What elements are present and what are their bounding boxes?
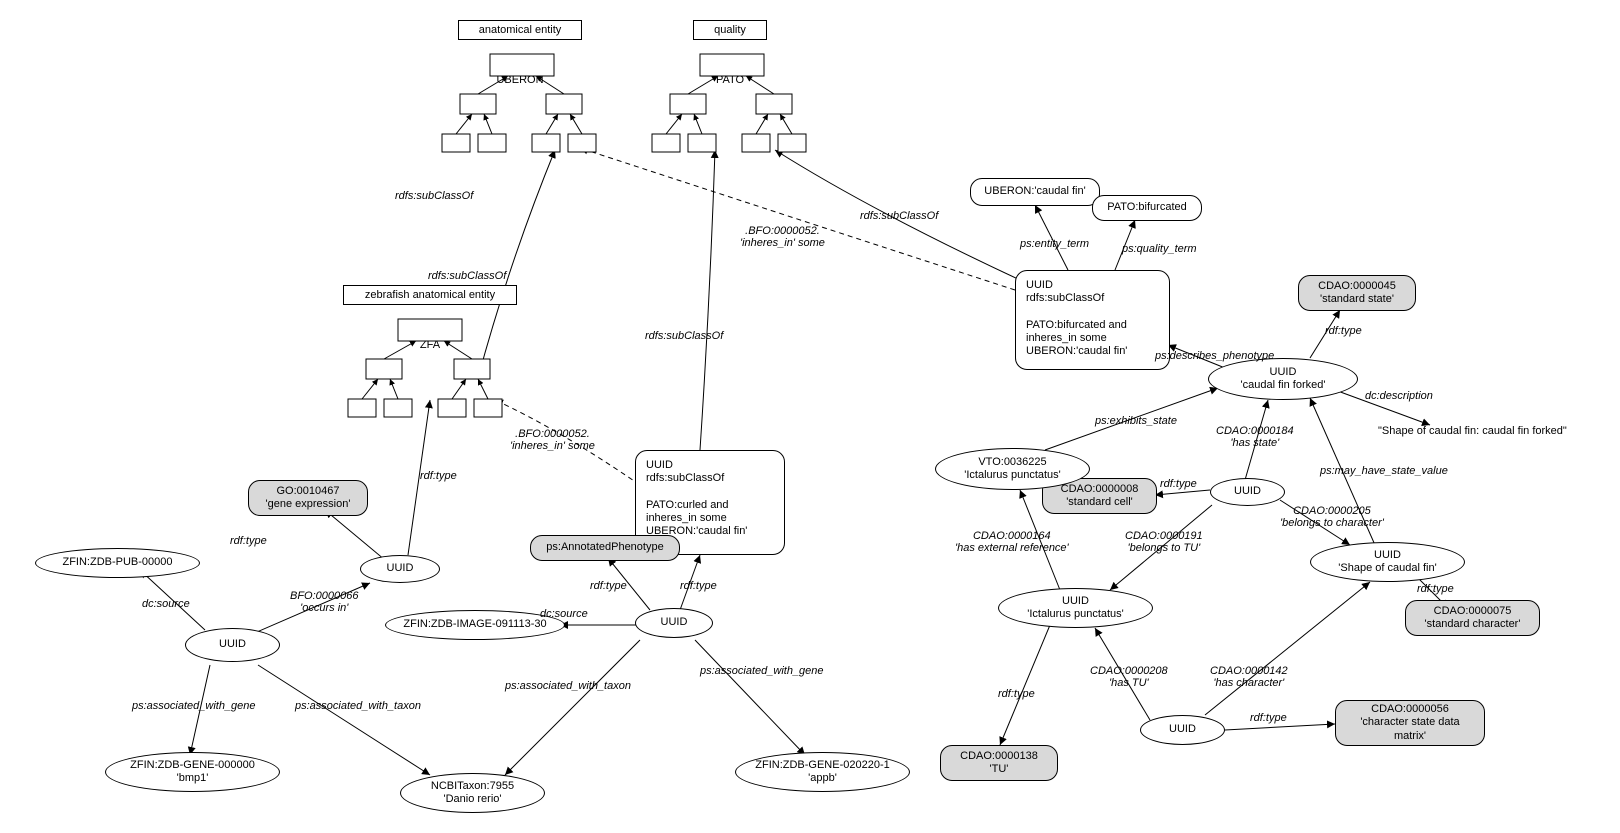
lbl-may-have-state: ps:may_have_state_value xyxy=(1320,465,1448,477)
lbl-assoc-taxon-c: ps:associated_with_taxon xyxy=(505,680,631,692)
lbl-assoc-gene-l: ps:associated_with_gene xyxy=(132,700,256,712)
lbl-rdf-type-zfa: rdf:type xyxy=(420,470,457,482)
node-annotated-phenotype: ps:AnnotatedPhenotype xyxy=(530,535,680,561)
tree-zfa: zebrafish anatomical entity ZFA xyxy=(330,285,530,421)
lbl-has-ext-ref: CDAO:0000164 'has external reference' xyxy=(955,530,1069,554)
lbl-subclassof-zfa-uberon: rdfs:subClassOf xyxy=(395,190,473,202)
node-cdao-0000056: CDAO:0000056 'character state data matri… xyxy=(1335,700,1485,746)
node-vto: VTO:0036225 'Ictalurus punctatus' xyxy=(935,448,1090,490)
lbl-has-character: CDAO:0000142 'has character' xyxy=(1210,665,1288,689)
lbl-entity-term: ps:entity_term xyxy=(1020,238,1089,250)
lbl-dc-description: dc:description xyxy=(1365,390,1433,402)
lbl-assoc-gene-c: ps:associated_with_gene xyxy=(700,665,824,677)
lbl-rdf-type-annot: rdf:type xyxy=(590,580,627,592)
lbl-dc-source-l: dc:source xyxy=(142,598,190,610)
lbl-subclassof-curled-pato: rdfs:subClassOf xyxy=(645,330,723,342)
node-go-gene-expression: GO:0010467 'gene expression' xyxy=(248,480,368,516)
lbl-quality-term: ps:quality_term xyxy=(1122,243,1197,255)
node-zfin-gene-bmp1: ZFIN:ZDB-GENE-000000 'bmp1' xyxy=(105,752,280,792)
node-eq-bifurcated: UUID rdfs:subClassOf PATO:bifurcated and… xyxy=(1015,270,1170,370)
node-cdao-0000045: CDAO:0000045 'standard state' xyxy=(1298,275,1416,311)
node-ncbi-taxon: NCBITaxon:7955 'Danio rerio' xyxy=(400,773,545,813)
node-zfin-image: ZFIN:ZDB-IMAGE-091113-30 xyxy=(385,610,565,640)
lbl-rdf-type-cdao8: rdf:type xyxy=(1160,478,1197,490)
node-uuid-left: UUID xyxy=(185,628,280,662)
lbl-has-state: CDAO:0000184 'has state' xyxy=(1216,425,1294,449)
tree-pato-root: PATO xyxy=(640,74,820,86)
tree-uberon-title: anatomical entity xyxy=(458,20,582,40)
lbl-rdf-type-cdao75: rdf:type xyxy=(1417,583,1454,595)
lbl-inheres-zfa: .BFO:0000052. 'inheres_in' some xyxy=(510,428,595,452)
tree-zfa-root: ZFA xyxy=(330,339,530,351)
lbl-has-tu: CDAO:0000208 'has TU' xyxy=(1090,665,1168,689)
literal-description: "Shape of caudal fin: caudal fin forked" xyxy=(1378,425,1567,437)
tree-pato: quality PATO xyxy=(640,20,820,156)
node-uuid-matrix: UUID xyxy=(1140,715,1225,745)
lbl-belongs-to-tu: CDAO:0000191 'belongs to TU' xyxy=(1125,530,1203,554)
node-zfin-gene-appb: ZFIN:ZDB-GENE-020220-1 'appb' xyxy=(735,752,910,792)
tree-uberon: anatomical entity UBERON xyxy=(430,20,610,156)
node-uuid-cell: UUID xyxy=(1210,478,1285,506)
node-uuid-shape: UUID 'Shape of caudal fin' xyxy=(1310,542,1465,582)
node-uuid-center: UUID xyxy=(635,608,713,638)
node-uuid-go: UUID xyxy=(360,555,440,583)
lbl-describes-phenotype: ps:describes_phenotype xyxy=(1155,350,1274,362)
node-uberon-caudal-fin: UBERON:'caudal fin' xyxy=(970,178,1100,206)
lbl-assoc-taxon-l: ps:associated_with_taxon xyxy=(295,700,421,712)
lbl-subclassof-bifurc-pato: rdfs:subClassOf xyxy=(860,210,938,222)
tree-pato-title: quality xyxy=(693,20,767,40)
node-cdao-0000075: CDAO:0000075 'standard character' xyxy=(1405,600,1540,636)
lbl-rdf-type-cdao138: rdf:type xyxy=(998,688,1035,700)
node-uuid-caudal-fin-forked: UUID 'caudal fin forked' xyxy=(1208,358,1358,400)
tree-uberon-root: UBERON xyxy=(430,74,610,86)
lbl-bfo-occurs: BFO:0000066 'occurs in' xyxy=(290,590,359,614)
node-uuid-ictalurus: UUID 'Ictalurus punctatus' xyxy=(998,588,1153,628)
node-pato-bifurcated: PATO:bifurcated xyxy=(1092,195,1202,221)
lbl-rdf-type-cdao45: rdf:type xyxy=(1325,325,1362,337)
lbl-exhibits-state: ps:exhibits_state xyxy=(1095,415,1177,427)
lbl-belongs-to-char: CDAO:0000205 'belongs to character' xyxy=(1280,505,1384,529)
node-zfin-pub: ZFIN:ZDB-PUB-00000 xyxy=(35,548,200,578)
lbl-inheres-uberon: .BFO:0000052. 'inheres_in' some xyxy=(740,225,825,249)
lbl-rdf-type-go: rdf:type xyxy=(230,535,267,547)
tree-zfa-title: zebrafish anatomical entity xyxy=(343,285,517,305)
node-cdao-0000138: CDAO:0000138 'TU' xyxy=(940,745,1058,781)
lbl-subclassof-zfa-leaf: rdfs:subClassOf xyxy=(428,270,506,282)
lbl-rdf-type-cdao56: rdf:type xyxy=(1250,712,1287,724)
lbl-rdf-type-curled: rdf:type xyxy=(680,580,717,592)
lbl-dc-source-c: dc:source xyxy=(540,608,588,620)
